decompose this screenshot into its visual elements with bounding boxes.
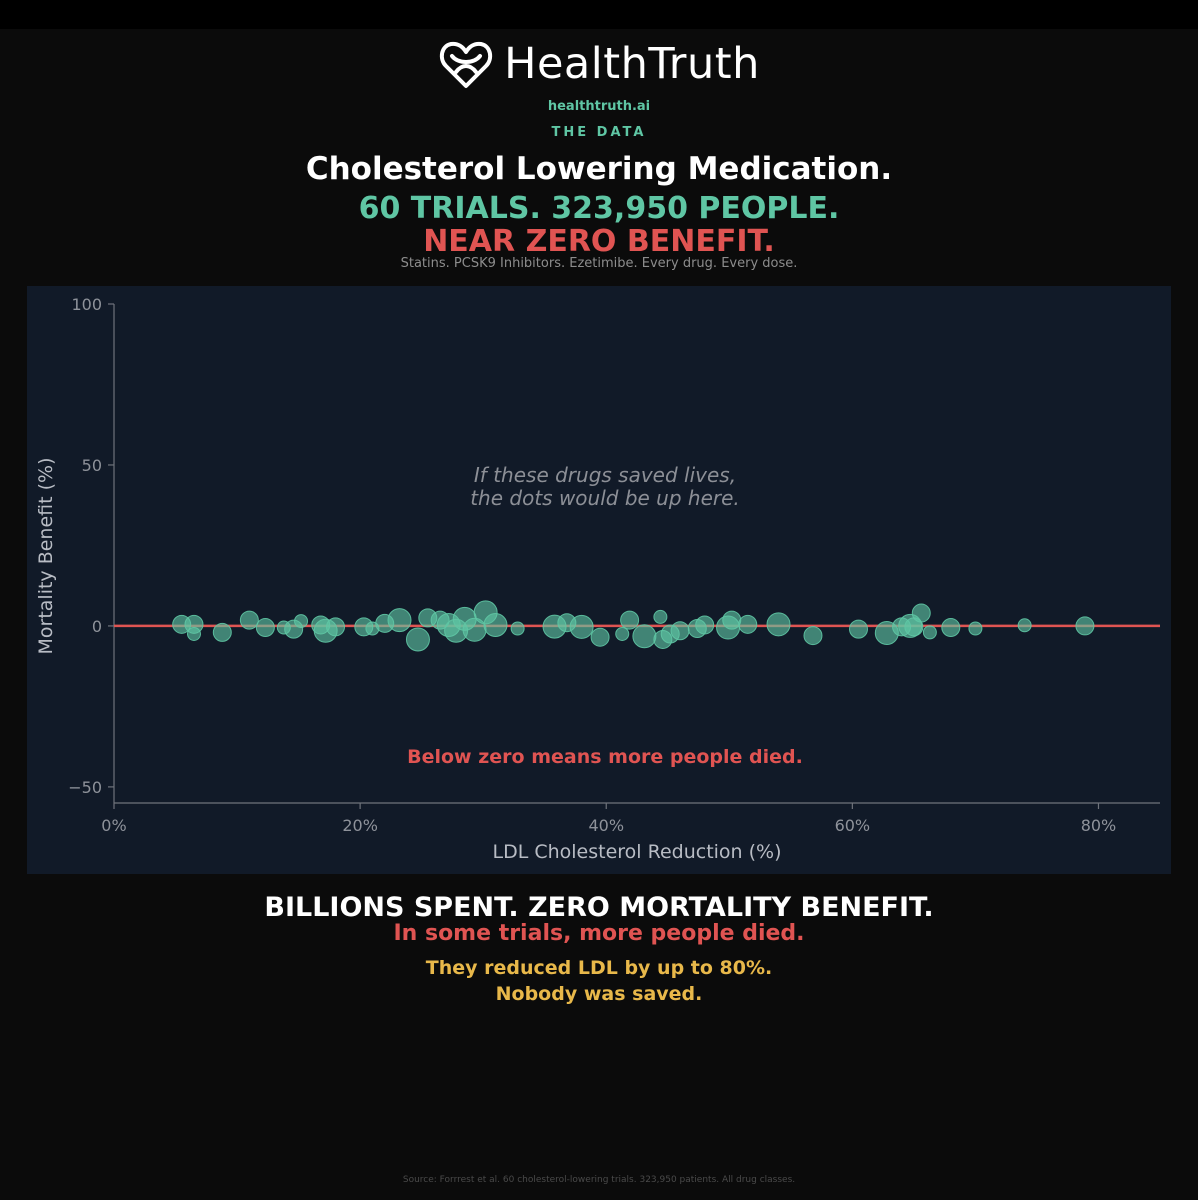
- top-bar: [0, 0, 1198, 29]
- data-point: [968, 621, 983, 636]
- x-tick-label: 60%: [835, 816, 871, 835]
- annotation-upper-line-2: the dots would be up here.: [470, 486, 740, 510]
- data-point: [620, 610, 640, 630]
- y-axis-label: Mortality Benefit (%): [35, 457, 57, 654]
- data-point: [186, 626, 201, 641]
- x-tick-label: 0%: [101, 816, 126, 835]
- data-point: [255, 618, 275, 638]
- data-point: [569, 614, 594, 639]
- y-tick-label: −50: [68, 778, 102, 797]
- brand-lockup: HealthTruth: [0, 36, 1198, 92]
- x-tick-label: 80%: [1081, 816, 1117, 835]
- heart-knot-icon: [438, 38, 494, 90]
- section-eyebrow: THE DATA: [551, 125, 647, 140]
- data-point: [653, 609, 668, 624]
- data-point: [722, 610, 742, 630]
- source-footnote: Source: Forrrest et al. 60 cholesterol-l…: [402, 1175, 796, 1185]
- brand-url: healthtruth.ai: [547, 99, 651, 114]
- headline-trials: 60 TRIALS. 323,950 PEOPLE.: [358, 191, 840, 226]
- data-point: [405, 627, 430, 652]
- data-point: [1017, 618, 1032, 633]
- data-point: [849, 619, 869, 639]
- data-point: [387, 608, 412, 633]
- data-point: [590, 627, 610, 647]
- x-axis-label: LDL Cholesterol Reduction (%): [492, 841, 781, 863]
- chart-panel: 0% 20% 40% 60% 80% −50 0 50 100 If these drugs s…: [27, 286, 1171, 874]
- data-point: [326, 617, 346, 637]
- page-subtitle: Statins. PCSK9 Inhibitors. Ezetimibe. Ev…: [400, 256, 798, 271]
- bottom-headline: BILLIONS SPENT. ZERO MORTALITY BENEFIT.: [264, 892, 934, 923]
- bottom-subheadline: In some trials, more people died.: [393, 921, 805, 946]
- y-tick-label: 100: [71, 295, 102, 314]
- data-point: [738, 614, 758, 634]
- page-title: Cholesterol Lowering Medication.: [305, 151, 893, 187]
- data-point: [510, 621, 525, 636]
- x-tick-label: 40%: [588, 816, 624, 835]
- data-point: [1075, 616, 1095, 636]
- data-point: [483, 612, 508, 637]
- x-tick-label: 20%: [342, 816, 378, 835]
- headline-benefit: NEAR ZERO BENEFIT.: [423, 224, 775, 259]
- data-point: [922, 625, 937, 640]
- brand-name: HealthTruth: [504, 39, 760, 89]
- data-point: [670, 621, 690, 641]
- data-point: [239, 610, 259, 630]
- data-point: [941, 618, 961, 638]
- data-point: [803, 626, 823, 646]
- data-point: [695, 615, 715, 635]
- bottom-note-line-1: They reduced LDL by up to 80%.: [425, 957, 773, 979]
- data-point: [766, 612, 791, 637]
- annotation-upper-line-1: If these drugs saved lives,: [474, 463, 736, 487]
- bottom-note-line-2: Nobody was saved.: [495, 983, 703, 1005]
- data-point: [615, 626, 630, 641]
- y-tick-label: 50: [82, 456, 102, 475]
- annotation-lower: Below zero means more people died.: [407, 746, 803, 768]
- scatter-chart: 0% 20% 40% 60% 80% −50 0 50 100 If these drugs s…: [35, 295, 1160, 863]
- y-tick-label: 0: [92, 617, 102, 636]
- data-point: [911, 603, 931, 623]
- data-point: [212, 622, 232, 642]
- data-point: [294, 614, 309, 629]
- data-point: [632, 624, 657, 649]
